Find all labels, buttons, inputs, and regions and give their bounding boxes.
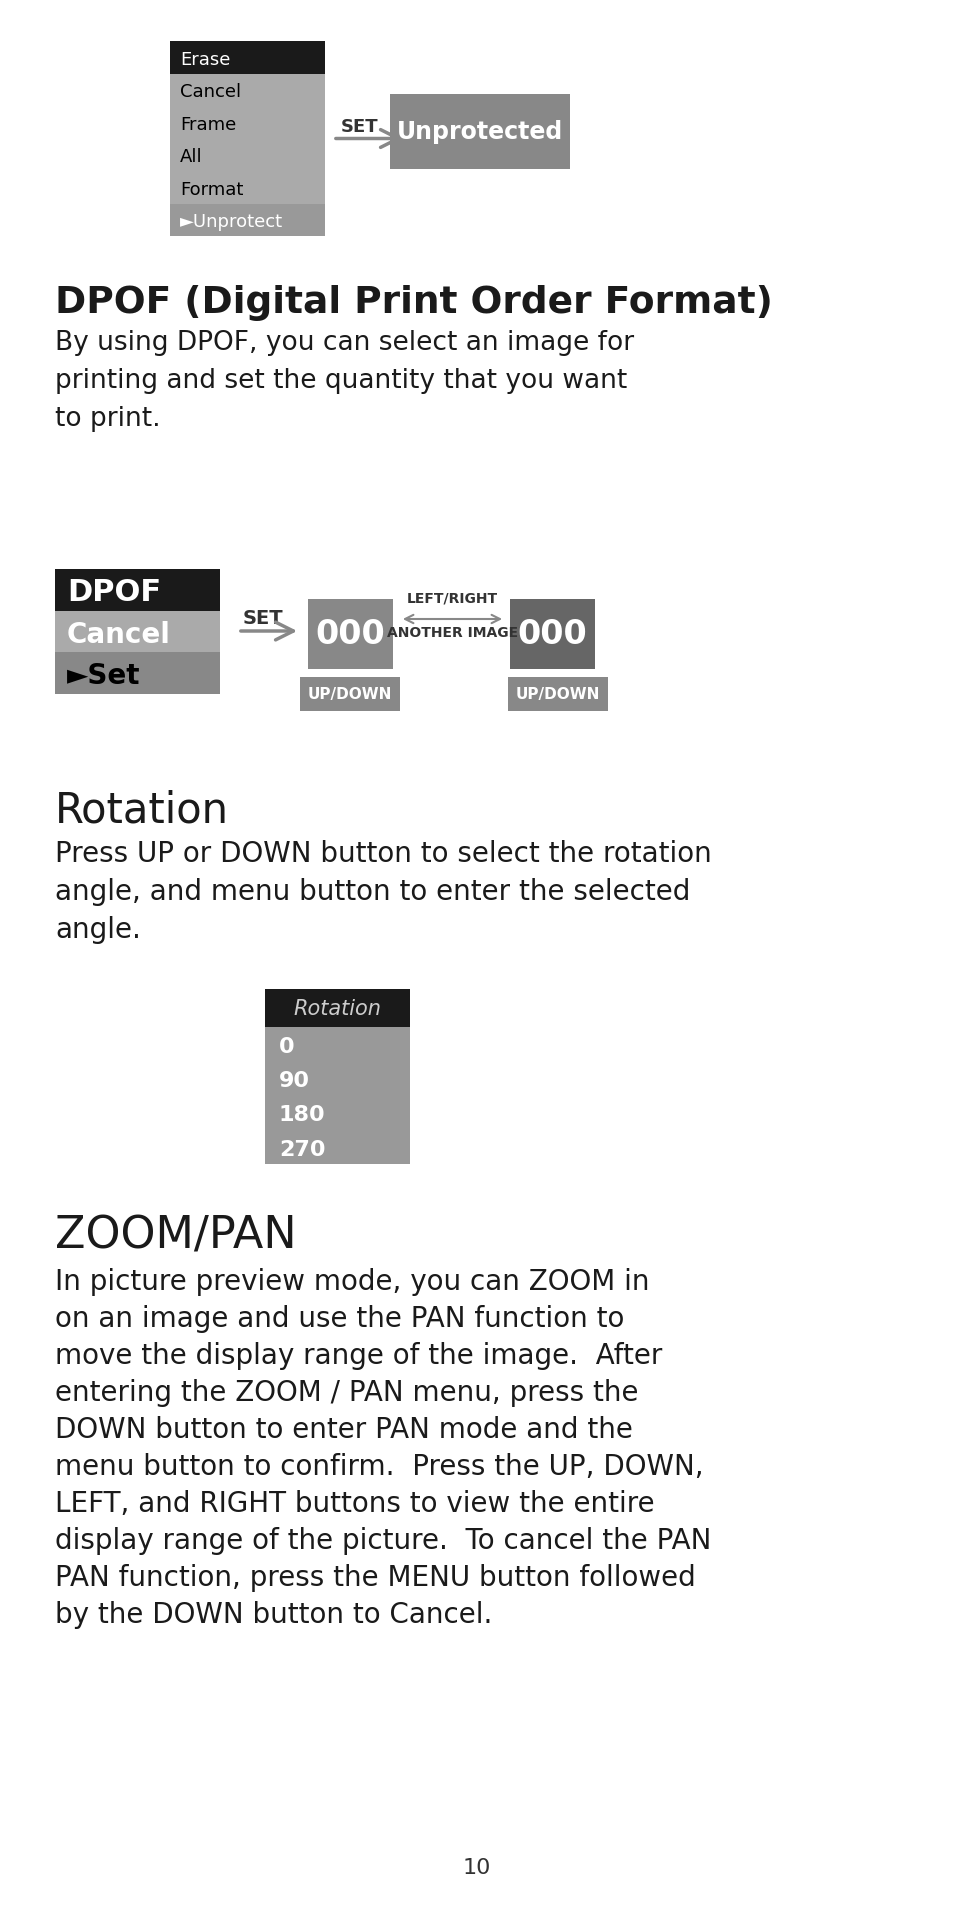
Bar	[265, 990, 410, 1165]
Text: 10: 10	[462, 1857, 491, 1876]
Text: 000: 000	[315, 618, 385, 650]
Text: Rotation: Rotation	[55, 789, 229, 831]
Text: Format: Format	[180, 181, 243, 198]
Bar	[55, 612, 220, 652]
Text: SET: SET	[243, 608, 283, 627]
Text: display range of the picture.  To cancel the PAN: display range of the picture. To cancel …	[55, 1526, 711, 1554]
Bar	[170, 139, 325, 172]
Bar	[55, 570, 220, 694]
Text: PAN function, press the MENU button followed: PAN function, press the MENU button foll…	[55, 1564, 695, 1590]
Text: Erase: Erase	[180, 51, 230, 69]
Bar	[308, 599, 393, 669]
Text: LEFT, and RIGHT buttons to view the entire: LEFT, and RIGHT buttons to view the enti…	[55, 1489, 654, 1518]
Text: Press UP or DOWN button to select the rotation: Press UP or DOWN button to select the ro…	[55, 839, 711, 868]
Bar	[55, 652, 220, 694]
Text: 270: 270	[278, 1138, 325, 1159]
Bar	[170, 42, 325, 236]
Text: ►Set: ►Set	[67, 662, 140, 690]
Text: menu button to confirm.  Press the UP, DOWN,: menu button to confirm. Press the UP, DO…	[55, 1453, 703, 1480]
Text: LEFT/RIGHT: LEFT/RIGHT	[407, 591, 497, 606]
Bar	[510, 599, 595, 669]
Text: Unprotected: Unprotected	[396, 120, 562, 145]
Text: SET: SET	[340, 118, 378, 135]
Text: Cancel: Cancel	[180, 84, 241, 101]
Text: entering the ZOOM / PAN menu, press the: entering the ZOOM / PAN menu, press the	[55, 1379, 638, 1405]
Text: UP/DOWN: UP/DOWN	[516, 687, 599, 702]
Text: In picture preview mode, you can ZOOM in: In picture preview mode, you can ZOOM in	[55, 1268, 649, 1295]
Text: Frame: Frame	[180, 116, 236, 133]
Text: move the display range of the image.  After: move the display range of the image. Aft…	[55, 1341, 661, 1369]
Text: Rotation: Rotation	[294, 999, 381, 1018]
Text: UP/DOWN: UP/DOWN	[308, 687, 392, 702]
Text: Cancel: Cancel	[67, 620, 171, 648]
Bar	[170, 172, 325, 204]
Text: By using DPOF, you can select an image for: By using DPOF, you can select an image f…	[55, 330, 634, 357]
Text: printing and set the quantity that you want: printing and set the quantity that you w…	[55, 368, 626, 393]
Text: 000: 000	[517, 618, 587, 650]
Text: 90: 90	[278, 1070, 310, 1091]
Bar	[299, 677, 399, 711]
Bar	[170, 107, 325, 139]
Bar	[390, 95, 569, 170]
Text: to print.: to print.	[55, 406, 160, 431]
Text: 0: 0	[278, 1036, 294, 1056]
Text: ZOOM/PAN: ZOOM/PAN	[55, 1215, 296, 1257]
Text: on an image and use the PAN function to: on an image and use the PAN function to	[55, 1304, 623, 1333]
Text: DPOF: DPOF	[67, 578, 161, 606]
Text: All: All	[180, 149, 202, 166]
Text: angle.: angle.	[55, 915, 141, 944]
Text: 180: 180	[278, 1104, 325, 1125]
Text: by the DOWN button to Cancel.: by the DOWN button to Cancel.	[55, 1600, 492, 1629]
Bar	[507, 677, 607, 711]
Bar	[265, 1028, 410, 1165]
Bar	[170, 74, 325, 107]
Text: ANOTHER IMAGE: ANOTHER IMAGE	[387, 625, 517, 639]
Text: angle, and menu button to enter the selected: angle, and menu button to enter the sele…	[55, 877, 690, 906]
Bar	[170, 204, 325, 236]
Text: DOWN button to enter PAN mode and the: DOWN button to enter PAN mode and the	[55, 1415, 632, 1444]
Text: ►Unprotect: ►Unprotect	[180, 214, 283, 231]
Text: DPOF (Digital Print Order Format): DPOF (Digital Print Order Format)	[55, 284, 772, 320]
